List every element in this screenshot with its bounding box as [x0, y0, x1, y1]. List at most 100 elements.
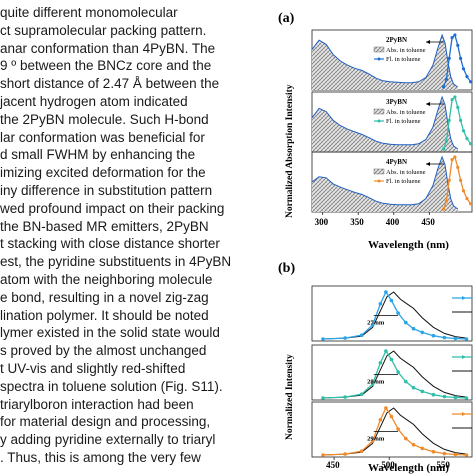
panel-a-plots: 2PyBN Abs. in toluene Fl. in toluene 3PyBN A…	[311, 29, 473, 227]
fluorescence-point	[453, 95, 457, 99]
emission-point	[420, 330, 425, 335]
abs-legend-swatch	[373, 108, 385, 115]
text-line: imizing excited deformation for the	[0, 165, 206, 181]
emission-point	[343, 452, 347, 456]
emission-point	[370, 439, 375, 443]
emission-point	[442, 335, 447, 340]
emission-point	[343, 336, 347, 340]
absorption-line	[311, 33, 459, 88]
emission-panel: 27 nm	[311, 285, 473, 342]
absorption-area	[312, 157, 458, 212]
fwhm-label: 27 nm	[367, 320, 385, 327]
x-tick-label: 450	[326, 460, 340, 470]
text-line: ct supramolecular packing pattern.	[0, 22, 207, 38]
plot-frame	[311, 401, 473, 458]
absorption-area	[312, 97, 458, 152]
panel-b-label: (b)	[278, 261, 295, 276]
emission-point	[396, 427, 400, 431]
fluorescence-point	[444, 199, 448, 203]
emission-point	[453, 336, 458, 341]
y-axis-label-a: Normalized Absorption Intensity	[285, 84, 295, 218]
text-line: jacent hydrogen atom indicated	[0, 94, 188, 109]
plot-frame	[311, 285, 473, 342]
fluorescence-point	[442, 85, 446, 89]
emission-point	[431, 449, 436, 454]
emission-point	[396, 311, 400, 315]
fluorescence-point	[456, 43, 460, 48]
arrow-head	[426, 40, 430, 44]
emission-point	[389, 357, 394, 362]
absorption-line	[311, 155, 459, 210]
fl-legend-marker	[377, 179, 381, 183]
text-line: lar conformation was beneficial for	[0, 129, 205, 145]
fwhm-label: 28 nm	[367, 379, 385, 386]
emission-point	[389, 414, 394, 419]
fl-legend-label: Fl. in toluene	[386, 118, 421, 125]
text-line: t UV-vis and slightly red-shifted	[0, 361, 186, 376]
emission-point	[359, 392, 364, 397]
fluorescence-point	[465, 197, 469, 201]
fluorescence-point	[447, 56, 451, 61]
legend-arrow	[462, 355, 466, 359]
fwhm-label: 29 nm	[367, 436, 385, 443]
solid-emission-line	[322, 350, 467, 399]
text-line: t stacking with close distance shorter	[0, 236, 220, 252]
abs-legend-label: Abs. in toluene	[386, 169, 426, 176]
fluorescence-point	[442, 207, 446, 211]
fluorescence-point	[456, 165, 460, 169]
text-line: iny difference in substitution pattern	[0, 183, 213, 198]
fluorescence-point	[456, 105, 460, 109]
absorption-panel: 3PyBN Abs. in toluene Fl. in toluene	[311, 91, 473, 153]
emission-point	[359, 333, 364, 338]
fluorescence-point	[459, 118, 463, 122]
fluorescence-point	[469, 80, 473, 84]
absorption-panel: 2PyBN Abs. in toluene Fl. in toluene	[311, 29, 473, 91]
emission-point	[442, 394, 447, 399]
emission-point	[453, 395, 458, 400]
x-tick-label: 550	[436, 460, 450, 470]
paper-body-text: quite different monomolecular ct supramol…	[0, 5, 231, 465]
abs-legend-label: Abs. in toluene	[386, 47, 426, 54]
legend-arrow	[462, 412, 466, 416]
fluorescence-point	[465, 75, 469, 79]
panel-b-plots: 27 nm 28 nm 29 nm 450 500 550	[311, 285, 473, 470]
emission-point	[378, 418, 383, 422]
text-line: e bond, resulting in a novel zig-zag	[0, 289, 209, 305]
absorption-line	[311, 95, 459, 150]
fl-legend-label: Fl. in toluene	[386, 178, 421, 185]
text-line: lymer existed in the solid state would	[0, 325, 220, 341]
emission-point	[370, 323, 375, 327]
absorption-area	[312, 35, 458, 90]
emission-point	[431, 333, 436, 338]
fluorescence-line	[442, 33, 472, 88]
emission-point	[384, 406, 388, 410]
y-axis-label-b: Normalized Intensity	[285, 354, 295, 440]
fluorescence-point	[450, 98, 454, 102]
fluorescence-point	[442, 147, 446, 151]
x-tick-label: 300	[315, 217, 329, 227]
plot-frame	[311, 344, 473, 401]
fluorescence-point	[469, 202, 473, 206]
emission-point	[442, 451, 447, 456]
x-tick-label: 500	[381, 460, 395, 470]
emission-point	[370, 382, 375, 386]
emission-point	[404, 379, 408, 384]
fl-legend-marker	[377, 119, 381, 123]
emission-point	[321, 396, 325, 400]
x-tick-label: 450	[421, 217, 435, 227]
fluorescence-point	[461, 189, 466, 193]
fluorescence-point	[469, 142, 473, 146]
absorption-panel: 4PyBN Abs. in toluene Fl. in toluene	[311, 151, 473, 213]
fluorescence-point	[461, 129, 466, 133]
emission-point	[396, 370, 400, 374]
emission-point	[378, 302, 383, 306]
text-line: triarylboron interaction had been	[0, 396, 194, 412]
text-line: atom with the neighboring molecule	[0, 272, 213, 287]
emission-point	[420, 389, 425, 394]
fluorescence-point	[459, 56, 463, 61]
text-line: d small FWHM by enhancing the	[0, 147, 196, 163]
abs-legend-label: Abs. in toluene	[386, 109, 426, 116]
figure-panel: (a) (b) Normalized Absorption Intensity …	[276, 0, 474, 474]
text-line: for material design and processing,	[0, 414, 211, 430]
emission-point	[411, 385, 416, 390]
